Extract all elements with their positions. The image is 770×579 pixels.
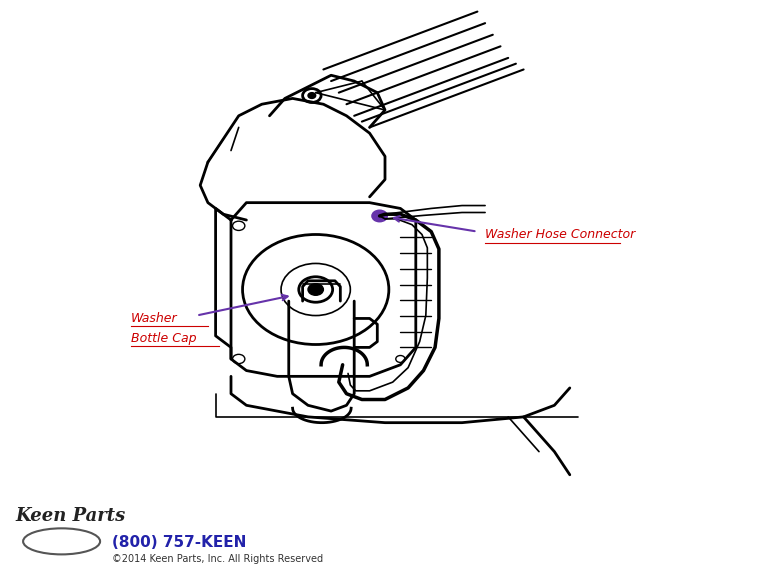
Circle shape [372,210,387,222]
Text: Bottle Cap: Bottle Cap [131,332,196,345]
Text: Keen Parts: Keen Parts [15,507,126,525]
Text: ©2014 Keen Parts, Inc. All Rights Reserved: ©2014 Keen Parts, Inc. All Rights Reserv… [112,554,323,563]
Text: (800) 757-KEEN: (800) 757-KEEN [112,535,246,550]
Text: Washer Hose Connector: Washer Hose Connector [485,228,635,241]
Circle shape [308,93,316,98]
Text: Washer: Washer [131,312,178,325]
Circle shape [308,284,323,295]
